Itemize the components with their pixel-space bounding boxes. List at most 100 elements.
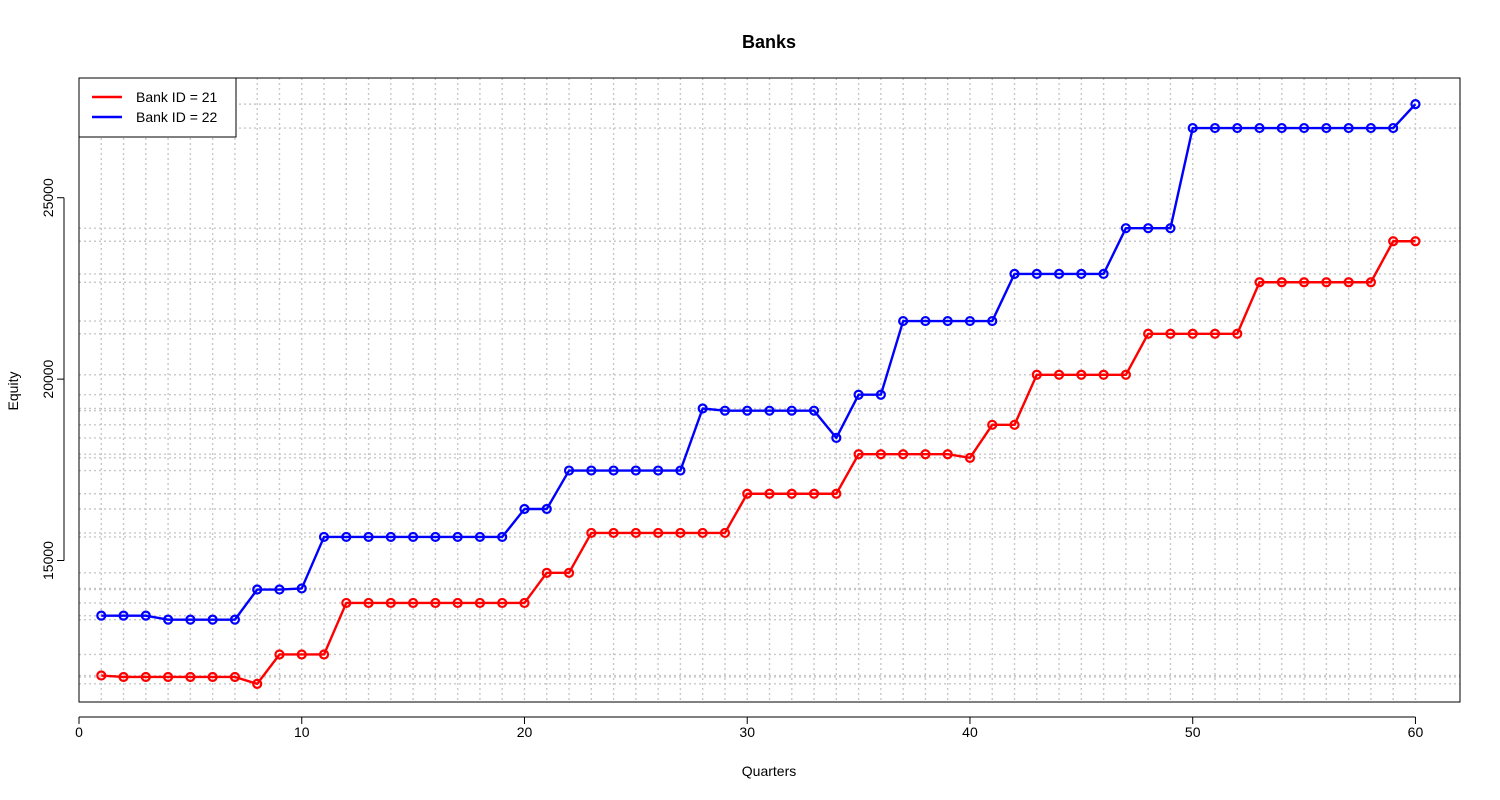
data-point — [118, 610, 129, 621]
data-point — [1276, 277, 1287, 288]
data-point — [875, 449, 886, 460]
data-point — [474, 597, 486, 609]
data-point — [541, 567, 552, 578]
data-point — [96, 670, 107, 681]
series-line — [101, 240, 1416, 686]
data-point — [252, 678, 263, 689]
data-point — [1209, 122, 1221, 134]
data-point — [497, 597, 508, 609]
data-point — [207, 671, 218, 683]
y-tick-label: 20000 — [40, 359, 56, 398]
data-point — [341, 597, 352, 609]
data-point — [1254, 277, 1265, 288]
data-point — [1298, 277, 1310, 288]
data-point — [1343, 122, 1354, 134]
data-point — [786, 488, 797, 499]
data-point — [229, 671, 241, 683]
data-point — [987, 315, 998, 327]
data-point — [808, 488, 820, 499]
data-point — [853, 449, 864, 460]
data-point — [341, 531, 352, 543]
data-point — [1410, 99, 1421, 110]
data-point — [1076, 369, 1087, 380]
data-point — [764, 488, 775, 499]
data-point — [675, 465, 686, 476]
data-point — [541, 503, 552, 515]
data-point — [1276, 122, 1287, 134]
data-point — [497, 531, 508, 543]
series-line — [101, 103, 1417, 621]
data-point — [408, 531, 419, 543]
data-point — [987, 419, 998, 430]
data-point — [1120, 369, 1131, 380]
data-point — [920, 449, 931, 460]
axes: 0 10 20 30 40 50 60 15000 20000 25000 — [40, 178, 1423, 740]
data-point — [898, 449, 909, 460]
data-point — [1254, 122, 1265, 134]
data-point — [1410, 236, 1421, 247]
data-point — [675, 527, 686, 539]
data-point — [586, 465, 597, 476]
series-2 — [96, 99, 1421, 625]
data-point — [942, 449, 953, 460]
data-point — [831, 488, 842, 499]
data-point — [630, 527, 641, 539]
data-point — [697, 403, 708, 414]
x-tick-label: 0 — [75, 724, 83, 740]
legend: Bank ID = 21 Bank ID = 22 — [78, 77, 237, 138]
data-point — [719, 405, 731, 416]
data-point — [385, 531, 396, 543]
data-point — [719, 527, 731, 539]
data-point — [185, 614, 196, 625]
y-tick-label: 25000 — [40, 178, 56, 217]
data-point — [1343, 277, 1354, 288]
x-axis-label: Quarters — [742, 763, 796, 779]
data-point — [1232, 328, 1243, 339]
data-point — [653, 527, 664, 539]
series-1 — [96, 236, 1421, 689]
legend-box — [78, 77, 237, 138]
data-point — [653, 465, 664, 476]
data-point — [608, 527, 619, 539]
legend-label: Bank ID = 21 — [136, 89, 218, 105]
y-tick-label: 15000 — [40, 541, 56, 580]
data-point — [742, 488, 753, 499]
data-point — [1209, 328, 1221, 339]
data-point — [1098, 268, 1109, 280]
data-point — [96, 610, 107, 621]
data-point — [742, 405, 753, 416]
data-point — [296, 649, 307, 660]
data-point — [274, 649, 285, 660]
data-point — [563, 465, 575, 476]
data-point — [430, 531, 441, 543]
data-point — [452, 531, 463, 543]
data-point — [1321, 277, 1332, 288]
data-point — [363, 597, 374, 609]
data-point — [274, 584, 285, 595]
data-point — [831, 432, 842, 443]
data-point — [1009, 419, 1020, 430]
x-tick-label: 60 — [1408, 724, 1424, 740]
data-point — [1143, 328, 1154, 339]
legend-label: Bank ID = 22 — [136, 109, 218, 125]
data-point — [430, 597, 441, 609]
data-point — [1165, 328, 1176, 339]
grid-lines — [79, 78, 1460, 702]
data-point — [608, 465, 619, 476]
data-point — [140, 671, 151, 683]
data-point — [229, 614, 241, 625]
data-point — [942, 315, 953, 327]
x-tick-label: 10 — [294, 724, 310, 740]
plot-frame — [78, 77, 1461, 703]
data-point — [140, 610, 151, 621]
data-point — [408, 597, 419, 609]
data-point — [1298, 122, 1310, 134]
data-point — [1053, 369, 1065, 380]
data-point — [808, 405, 820, 416]
data-point — [586, 527, 597, 539]
data-point — [764, 405, 775, 416]
chart-title: Banks — [742, 32, 796, 52]
data-point — [385, 597, 396, 609]
